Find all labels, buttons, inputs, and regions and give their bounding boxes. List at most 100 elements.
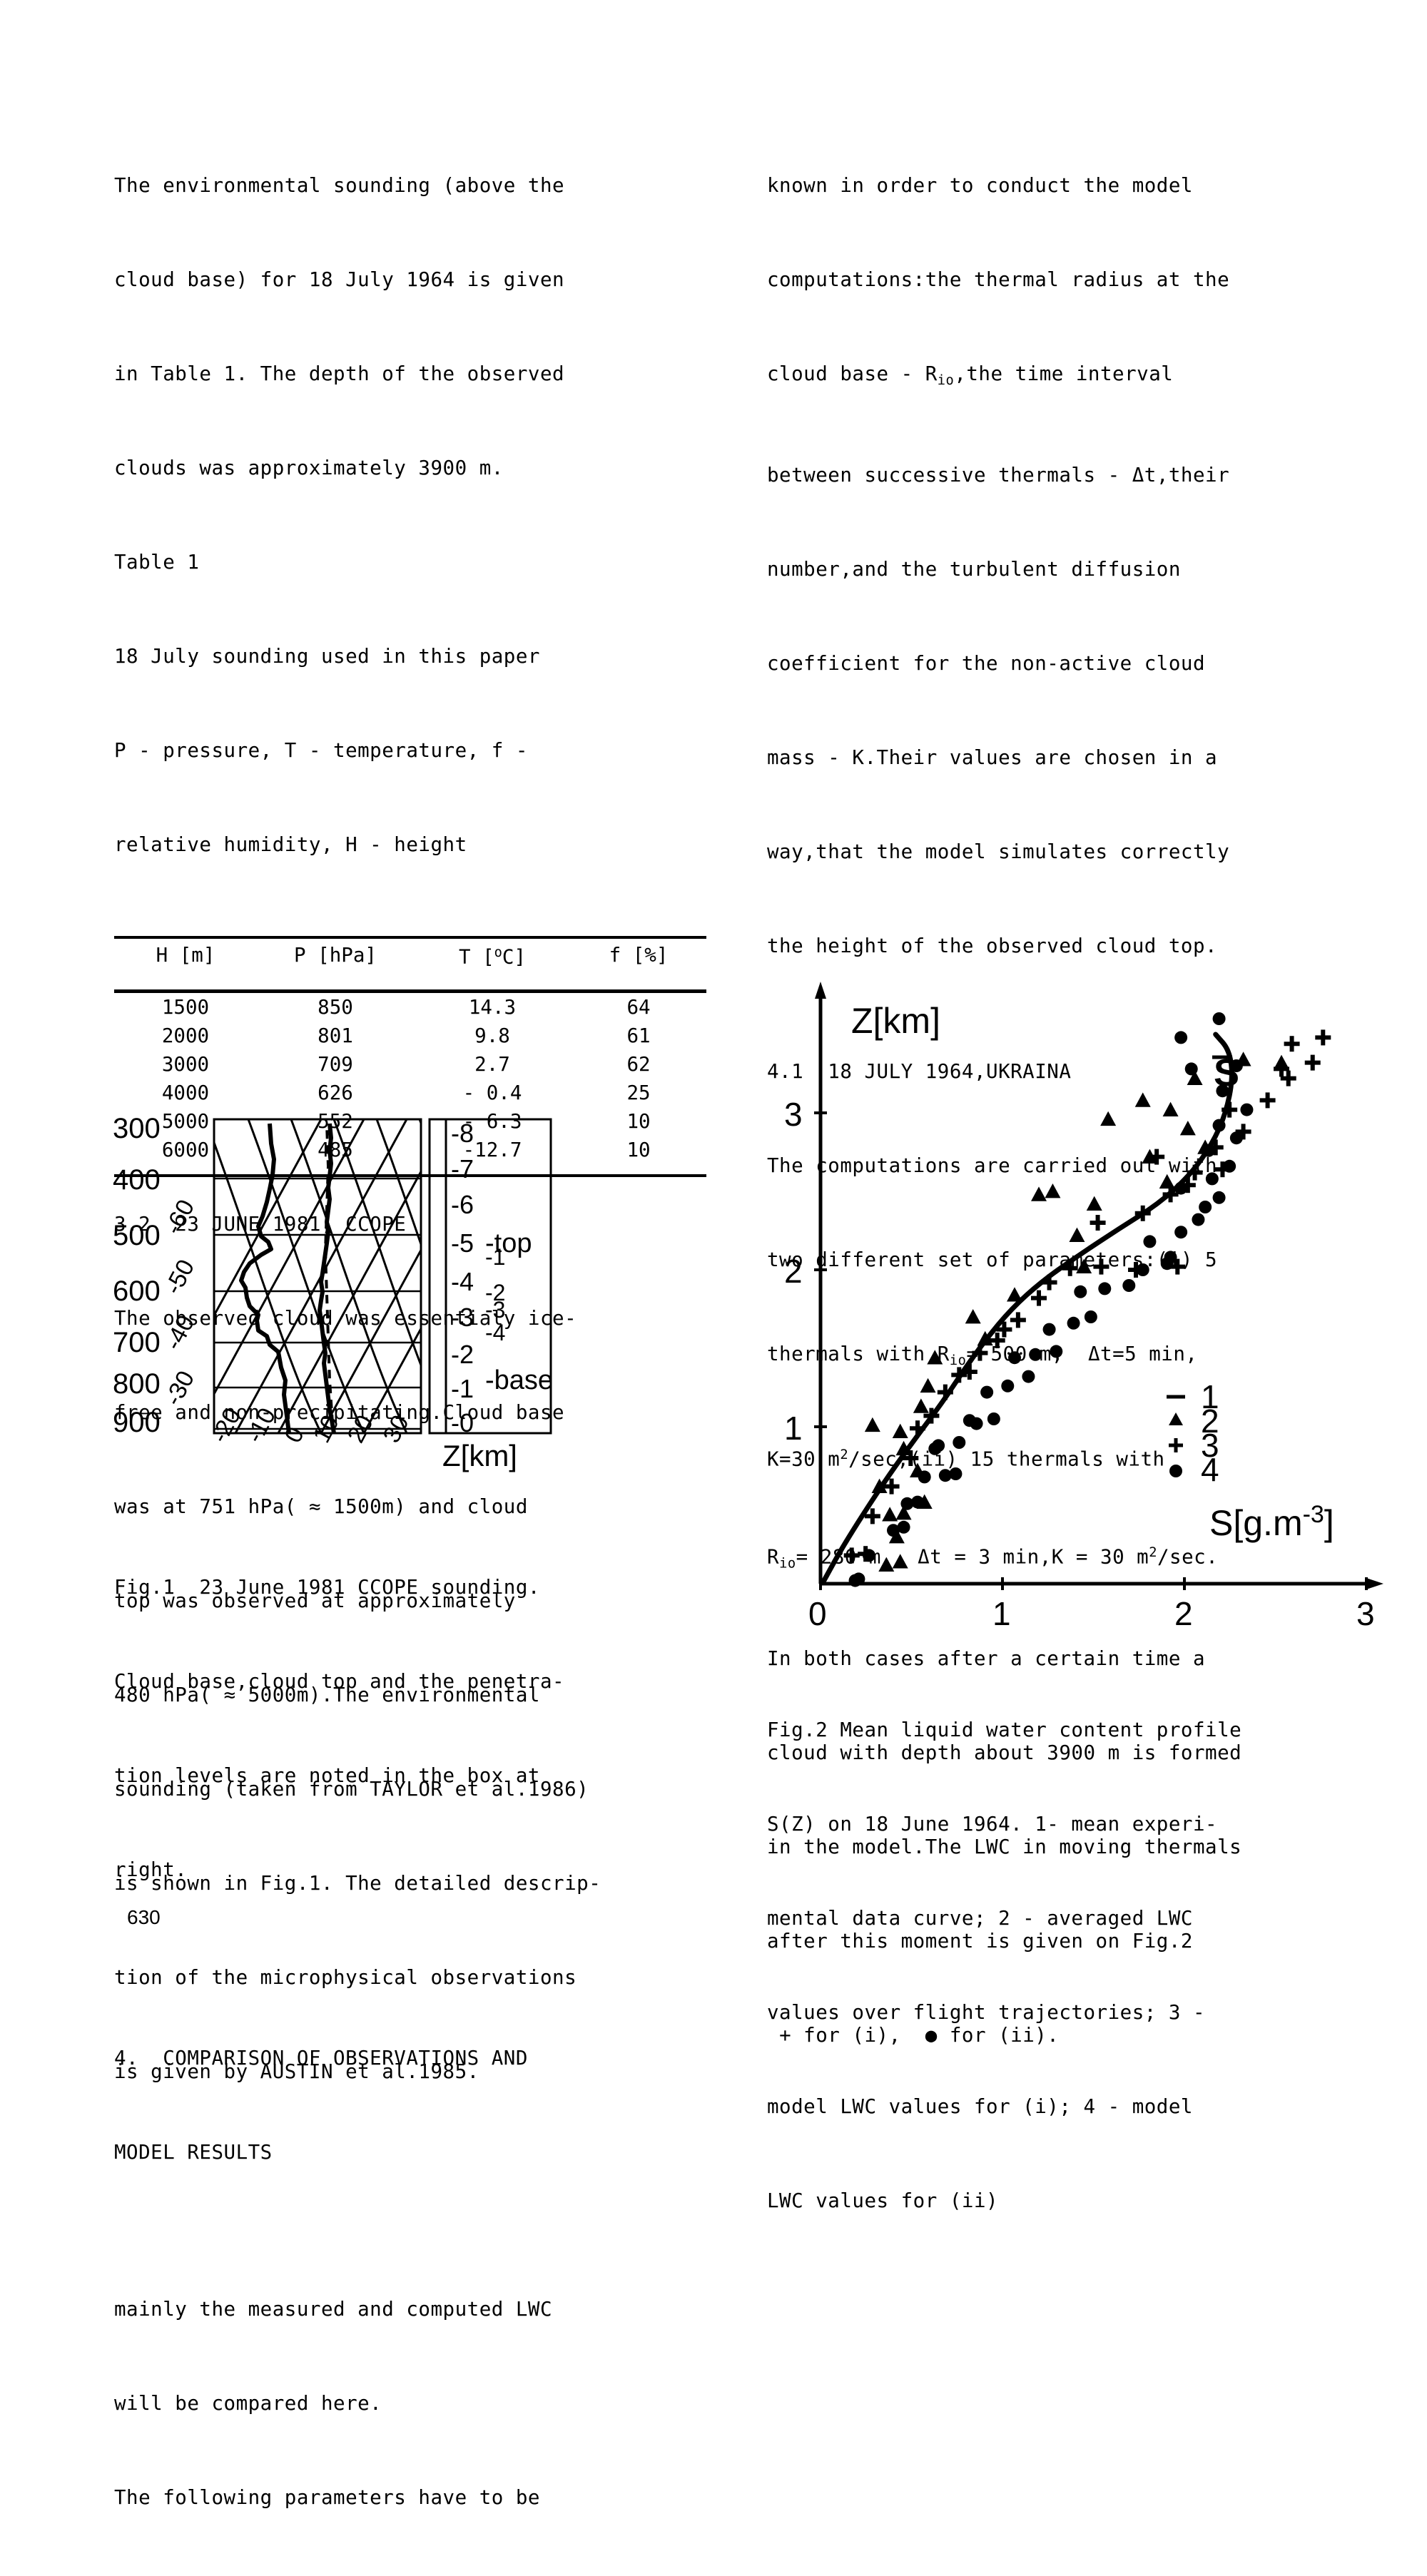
legend-symbol-dot — [1169, 1465, 1182, 1477]
text-line: in the model.The LWC in moving thermals — [767, 1835, 1242, 1858]
page-number: 630 — [127, 1906, 161, 1928]
data-point-plus — [883, 1478, 900, 1495]
isotherms — [214, 1119, 421, 1433]
z-tick-8: -8 — [451, 1119, 474, 1148]
skew-label--50: -50 — [160, 1256, 200, 1299]
legend-4: -4 — [485, 1320, 505, 1345]
frag: t = 3 min,K = 30 m — [930, 1545, 1149, 1569]
frag: /sec. — [1157, 1545, 1219, 1569]
data-point-plus — [1031, 1290, 1047, 1306]
x-tick-1: 1 — [992, 1595, 1011, 1632]
text-line: The following parameters have to be — [114, 2486, 540, 2509]
data-point-dot — [900, 1497, 914, 1510]
dewpoint-profile — [239, 1123, 291, 1434]
legend-entries: -top -1 -2 -3 -4 -base — [485, 1228, 553, 1395]
table-cell: 10 — [626, 1110, 651, 1134]
data-point-plus — [1259, 1092, 1276, 1109]
data-point-triangle — [878, 1557, 895, 1572]
legend-2: -2 — [485, 1280, 505, 1305]
text-line: top was observed at approximately — [114, 1589, 516, 1613]
data-point-dot — [1029, 1348, 1042, 1361]
figure-1-caption-block: Fig.1 23 June 1981 CCOPE sounding. Cloud… — [114, 1509, 721, 2576]
data-point-triangle — [895, 1505, 912, 1520]
data-point-plus — [1093, 1258, 1109, 1275]
data-point-plus — [1274, 1061, 1289, 1077]
data-point-dot — [1001, 1379, 1015, 1393]
data-point-triangle — [920, 1378, 936, 1393]
data-point-dot — [1229, 1131, 1243, 1145]
data-point-dot — [1205, 1172, 1219, 1186]
subscript-io: io — [938, 362, 955, 388]
z-tick-7: -7 — [451, 1154, 474, 1183]
data-point-dot — [1192, 1213, 1205, 1226]
data-point-triangle — [1134, 1092, 1151, 1107]
data-point-dot — [1136, 1263, 1149, 1276]
fig2-x-axis-title: S[g.m-3] — [1209, 1501, 1334, 1543]
figure-1-caption: Fig.1 23 June 1981 CCOPE sounding. Cloud… — [114, 1509, 721, 1948]
data-point-plus — [996, 1321, 1012, 1338]
text-line: is shown in Fig.1. The detailed descrip- — [114, 1872, 601, 1895]
text-line: S(Z) on 18 June 1964. 1- mean experi- — [767, 1813, 1218, 1836]
text-line: 4. COMPARISON OF OBSERVATIONS AND — [114, 2047, 528, 2070]
table-cell: 4000 — [161, 1081, 210, 1105]
text-line: after this moment is given on Fig.2 — [767, 1929, 1193, 1953]
data-point-triangle — [1187, 1070, 1203, 1085]
col-header-pressure: P [hPa] — [294, 943, 377, 967]
table-row: 4000 626 - 0.4 25 — [114, 1079, 706, 1107]
legend-label-4: 4 — [1201, 1451, 1219, 1488]
table-cell: 850 — [318, 996, 353, 1019]
data-point-triangle — [1159, 1174, 1175, 1189]
table-cell: 3000 — [161, 1053, 210, 1076]
table-cell: 626 — [318, 1081, 353, 1105]
subscript-io: io — [949, 1353, 967, 1368]
figure-2-lwc-profile: 1 2 3 0 1 2 3 Z[km] S[g.m-3] S — [767, 956, 1409, 1634]
delta-symbol: Δ — [1132, 463, 1144, 487]
text-line: clouds was approximately 3900 m. — [114, 457, 504, 479]
text-line: Fig.1 23 June 1981 CCOPE sounding. — [114, 1576, 540, 1599]
skew-label--60: -60 — [160, 1196, 200, 1239]
z-tick-2: -2 — [451, 1340, 474, 1369]
table-cell: 2.7 — [474, 1053, 510, 1076]
subscript-io: io — [779, 1556, 796, 1572]
sounding-table: H [m] P [hPa] T [oC] f [%] 1500 850 14.3 64… — [114, 936, 706, 1177]
parcel-path — [323, 1123, 334, 1424]
table-row: 5000 552- 6.3 10 — [114, 1107, 706, 1136]
skew-label--40: -40 — [160, 1311, 200, 1355]
text-line: right. — [114, 1858, 188, 1881]
table-row: 3000 709 2.7 62 — [114, 1050, 706, 1079]
data-point-triangle — [1045, 1183, 1061, 1198]
z-axis-title: Z[km] — [442, 1439, 517, 1472]
data-point-dot — [1098, 1282, 1112, 1295]
text-line: In both cases after a certain time a — [767, 1646, 1206, 1670]
text-line: sounding (taken from TAYLOR et al.1986) — [114, 1778, 589, 1801]
paragraph-comparison: mainly the measured and computed LWC wil… — [114, 2231, 721, 2576]
data-point-plus — [1149, 1149, 1165, 1165]
data-point-triangle — [1179, 1121, 1196, 1136]
legend-3: -3 — [485, 1297, 505, 1323]
data-point-triangle — [927, 1350, 943, 1365]
data-point-dot — [1050, 1345, 1063, 1358]
data-point-dot — [953, 1436, 966, 1449]
data-point-plus — [989, 1333, 1005, 1348]
figure-2-svg: 1 2 3 0 1 2 3 Z[km] S[g.m-3] S — [784, 982, 1383, 1632]
data-point-triangle — [1007, 1287, 1022, 1302]
p-tick-700: 700 — [113, 1327, 161, 1358]
table-cell: 10 — [626, 1139, 651, 1162]
data-point-triangle — [882, 1507, 898, 1522]
frag: R — [767, 1545, 780, 1569]
legend-label-3: 3 — [1201, 1427, 1219, 1464]
y-tick-3: 3 — [784, 1096, 803, 1133]
t-tick-0: 0 — [280, 1422, 310, 1447]
symbol-legend-line: + for (i), ● for (ii). — [767, 2023, 1060, 2047]
delta-symbol: Δ — [1087, 1342, 1101, 1365]
data-point-triangle — [1076, 1258, 1092, 1273]
text-line: Fig.2 Mean liquid water content profile — [767, 1719, 1242, 1741]
text-line: tion of the microphysical observations — [114, 1966, 577, 1990]
data-point-plus — [1284, 1036, 1300, 1052]
table-cell: 14.3 — [468, 996, 517, 1019]
x-tick-2: 2 — [1174, 1595, 1193, 1632]
table-cell: 2000 — [161, 1024, 210, 1048]
table-cell: 6000 — [161, 1139, 210, 1162]
data-point-dot — [1022, 1370, 1035, 1383]
text-line: LWC values for (ii) — [767, 2189, 999, 2212]
